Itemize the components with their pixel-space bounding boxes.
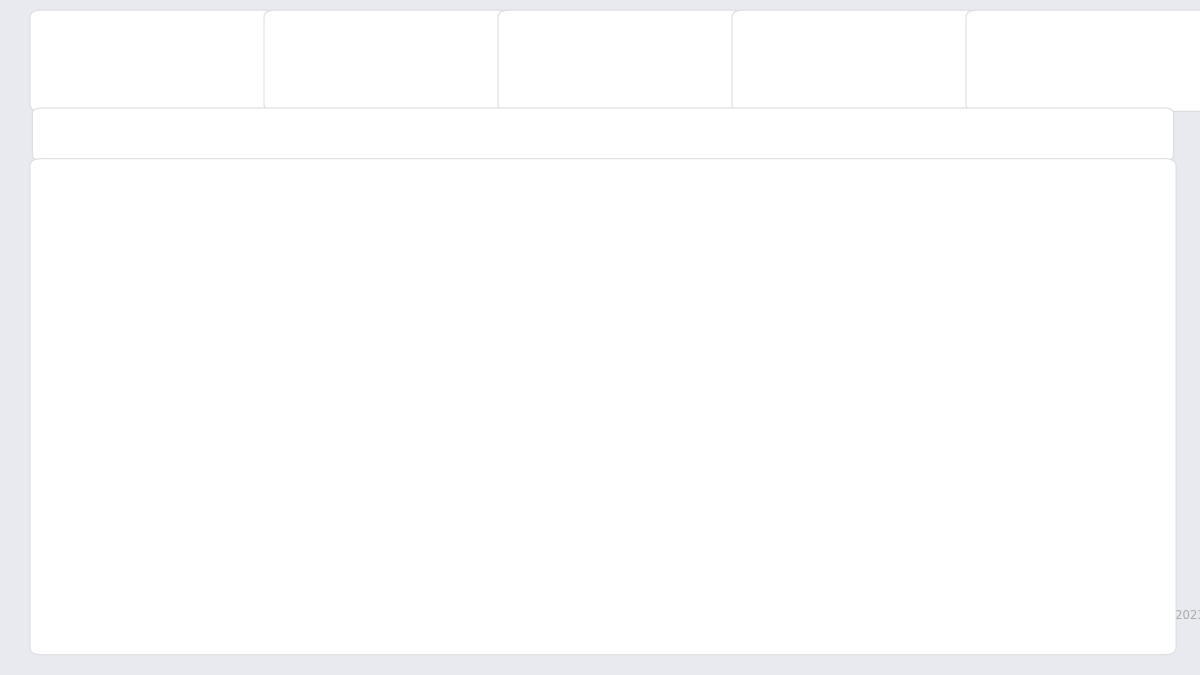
Text: ▾: ▾: [612, 128, 618, 141]
Text: United States: United States: [78, 128, 168, 141]
Bar: [146, 518, 161, 604]
Text: Search term: Search term: [68, 80, 145, 93]
FancyBboxPatch shape: [727, 272, 803, 293]
Text: Web Search: Web Search: [660, 128, 739, 141]
Text: Search term: Search term: [536, 80, 613, 93]
Bar: [98, 479, 113, 604]
Text: Search term: Search term: [302, 80, 379, 93]
Text: ⇗: ⇗: [1128, 178, 1141, 193]
Text: ?: ?: [258, 179, 265, 192]
Text: Interest over time: Interest over time: [90, 177, 274, 194]
Text: "HP Pavilion": "HP Pavilion": [1021, 52, 1130, 67]
Circle shape: [678, 135, 852, 310]
Text: "Dell XPS": "Dell XPS": [787, 52, 872, 67]
Text: "Mac Mini': "Mac Mini': [319, 52, 404, 67]
Text: Average: Average: [106, 631, 154, 644]
Text: ▾: ▾: [792, 128, 798, 141]
Bar: [122, 530, 137, 604]
Bar: [74, 283, 89, 604]
Text: Search term: Search term: [1004, 80, 1081, 93]
Text: ▾: ▾: [210, 128, 216, 141]
Text: iMac: iMac: [910, 275, 974, 299]
Text: "Mac Pro": "Mac Pro": [553, 52, 635, 67]
Polygon shape: [751, 258, 779, 275]
Text: Search term: Search term: [770, 80, 847, 93]
Text: All categories: All categories: [480, 128, 571, 141]
Text: Past 12 months: Past 12 months: [276, 128, 379, 141]
FancyBboxPatch shape: [698, 170, 832, 260]
Text: <>: <>: [1098, 178, 1123, 193]
FancyBboxPatch shape: [712, 184, 818, 247]
Bar: [170, 522, 185, 604]
Text: "iMac": "iMac": [85, 52, 138, 67]
Text: ↓: ↓: [1068, 178, 1081, 193]
Text: ▾: ▾: [408, 128, 414, 141]
